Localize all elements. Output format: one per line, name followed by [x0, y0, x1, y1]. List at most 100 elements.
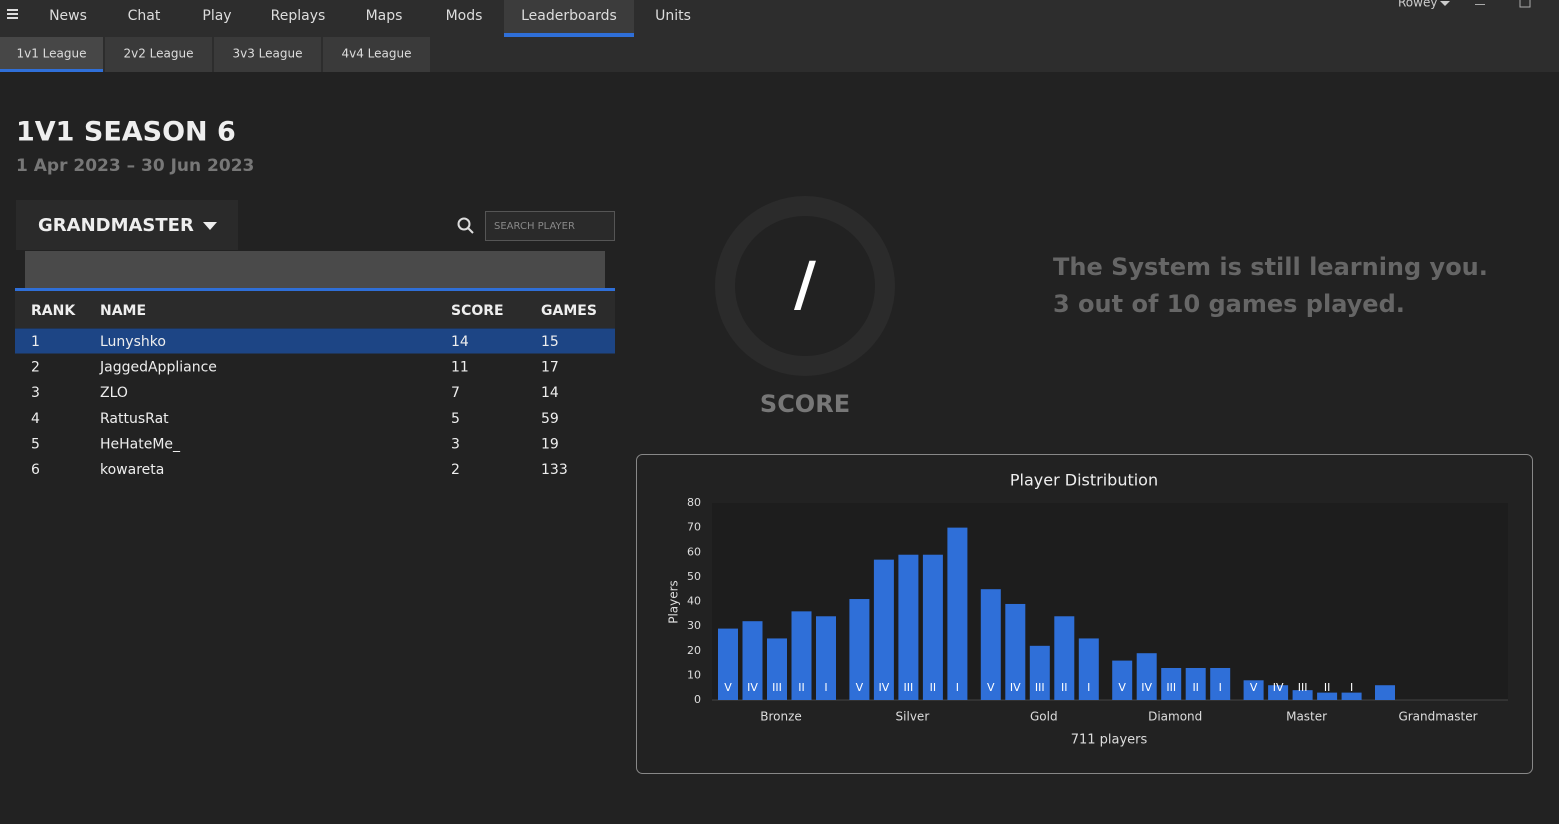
- bar-label: IV: [1010, 681, 1021, 694]
- bar: [1005, 603, 1026, 700]
- bar-label: I: [824, 681, 827, 694]
- nav-tab[interactable]: Replays: [271, 8, 326, 24]
- dropdown-caret: [203, 222, 217, 230]
- nav-tab[interactable]: Maps: [366, 8, 403, 24]
- nav-tab[interactable]: Play: [202, 8, 231, 24]
- minimize[interactable]: [1475, 4, 1485, 5]
- bar-label: III: [904, 681, 914, 694]
- table-header: [15, 291, 615, 328]
- y-tick-label: 20: [687, 644, 701, 657]
- plot-area: [712, 503, 1508, 700]
- subnav-label[interactable]: 2v2 League: [123, 47, 193, 61]
- bar-label: V: [987, 681, 995, 694]
- y-tick-label: 50: [687, 570, 701, 583]
- table-cell: kowareta: [100, 462, 164, 478]
- table-cell: 4: [31, 411, 40, 427]
- bar-label: III: [1166, 681, 1176, 694]
- table-cell: Lunyshko: [100, 334, 166, 350]
- user-name[interactable]: Rowey: [1398, 0, 1437, 10]
- bar-label: III: [1035, 681, 1045, 694]
- subnav-label[interactable]: 3v3 League: [232, 47, 302, 61]
- subnav-tab[interactable]: [105, 37, 212, 72]
- bar-label: III: [1298, 681, 1308, 694]
- bar: [1375, 685, 1395, 700]
- table-cell: 6: [31, 462, 40, 478]
- table-cell: 14: [451, 334, 469, 350]
- group-label: Diamond: [1148, 710, 1202, 724]
- table-cell: 133: [541, 462, 568, 478]
- nav-tab[interactable]: Mods: [446, 8, 483, 24]
- bar-label: V: [1118, 681, 1126, 694]
- table-cell: 59: [541, 411, 559, 427]
- y-tick-label: 70: [687, 521, 701, 534]
- bar: [742, 621, 763, 700]
- table-cell: 7: [451, 385, 460, 401]
- bar: [791, 611, 812, 700]
- row-selected[interactable]: [15, 328, 615, 354]
- table-cell: 11: [451, 360, 469, 376]
- league-dropdown[interactable]: [16, 200, 238, 250]
- table-cell: 2: [31, 360, 40, 376]
- bar-label: II: [930, 681, 937, 694]
- table-cell: 1: [31, 334, 40, 350]
- nav-tab-active: [504, 0, 634, 37]
- table-cell: 19: [541, 436, 559, 452]
- bar-label: II: [1061, 681, 1068, 694]
- bar-label: II: [798, 681, 805, 694]
- bar: [1112, 660, 1133, 700]
- bar-label: IV: [1273, 681, 1284, 694]
- search-input[interactable]: [485, 211, 615, 241]
- table-cell: 2: [451, 462, 460, 478]
- bar: [947, 527, 968, 700]
- column-header: RANK: [31, 303, 76, 319]
- table-cell: 14: [541, 385, 559, 401]
- message-line: 3 out of 10 games played.: [1053, 290, 1405, 318]
- bar-label: I: [1219, 681, 1222, 694]
- subnav-underline: [0, 69, 103, 72]
- bar: [849, 599, 870, 700]
- user-caret[interactable]: [1440, 1, 1450, 6]
- table-cell: 5: [31, 436, 40, 452]
- bar: [980, 589, 1001, 700]
- nav-tab[interactable]: Units: [655, 8, 691, 24]
- bar-label: I: [956, 681, 959, 694]
- subnav-tab[interactable]: [323, 37, 430, 72]
- bar: [1210, 667, 1231, 700]
- bar: [922, 554, 943, 700]
- score-ring: [715, 196, 895, 376]
- nav-tab[interactable]: Chat: [128, 8, 161, 24]
- season-dates: 1 Apr 2023 – 30 Jun 2023: [16, 156, 254, 176]
- maximize[interactable]: [1519, 0, 1531, 8]
- y-tick-label: 0: [694, 693, 701, 706]
- bar-label: IV: [879, 681, 890, 694]
- search-placeholder: SEARCH PLAYER: [494, 221, 575, 232]
- group-label: Gold: [1030, 710, 1058, 724]
- table-cell: 3: [31, 385, 40, 401]
- column-header: GAMES: [541, 303, 597, 319]
- subnav-tab[interactable]: [214, 37, 321, 72]
- bar-label: V: [724, 681, 732, 694]
- bar: [767, 638, 787, 700]
- nav-tab[interactable]: Leaderboards: [521, 8, 617, 24]
- y-tick-label: 10: [687, 668, 701, 681]
- bar: [1317, 692, 1338, 700]
- nav-tab[interactable]: News: [49, 8, 87, 24]
- bar-label: II: [1324, 681, 1331, 694]
- bar: [1078, 638, 1099, 700]
- subnav-label[interactable]: 4v4 League: [341, 47, 411, 61]
- bar-label: V: [856, 681, 864, 694]
- bar: [1292, 690, 1313, 700]
- bar-label: II: [1192, 681, 1199, 694]
- x-axis-label: 711 players: [1071, 733, 1148, 748]
- group-label: Master: [1286, 710, 1327, 724]
- search-icon: [457, 217, 474, 234]
- table-cell: ZLO: [100, 385, 128, 401]
- column-header: NAME: [100, 303, 146, 319]
- bar: [1341, 692, 1362, 700]
- subnav-label[interactable]: 1v1 League: [16, 47, 86, 61]
- menu-icon[interactable]: [7, 9, 18, 19]
- bar-label: IV: [1141, 681, 1152, 694]
- subnav-tab[interactable]: [0, 37, 103, 72]
